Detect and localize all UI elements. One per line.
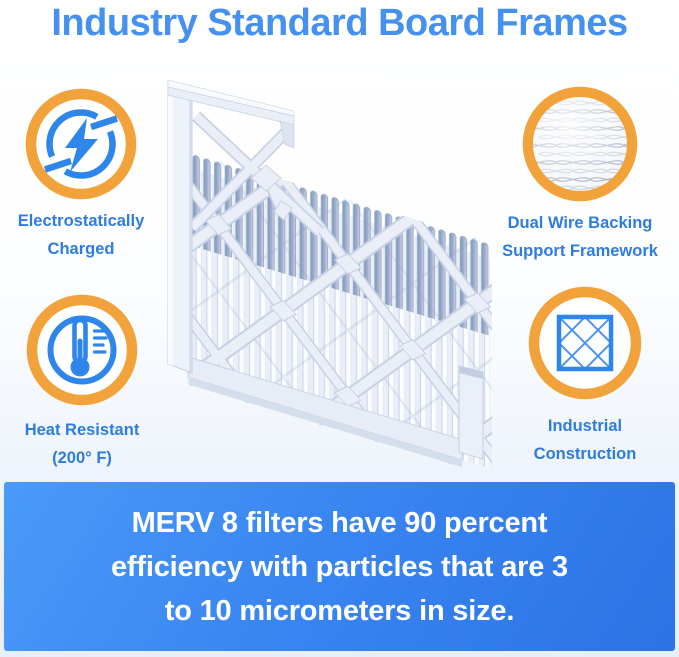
diamond-lattice-icon [528,286,642,400]
feature-label-line1: Dual Wire Backing [507,214,653,232]
feature-label: Heat Resistant (200° F) [25,416,140,472]
feature-electrostatically-charged: Electrostatically Charged [6,88,156,263]
merv-info-banner: MERV 8 filters have 90 percent efficienc… [4,482,675,651]
feature-industrial-construction: Industrial Construction [508,286,662,468]
feature-label-line1: Heat Resistant [24,421,140,439]
thermometer-icon [26,294,138,406]
feature-label: Electrostatically Charged [18,207,145,263]
feature-label: Dual Wire Backing Support Framework [502,209,658,265]
feature-label: Industrial Construction [534,412,637,468]
lightning-circle-icon [25,88,137,200]
feature-label-line2: Construction [533,445,637,463]
filter-face [187,150,493,478]
merv-info-line3: to 10 micrometers in size. [164,594,515,627]
feature-label-line2: (200° F) [52,449,112,467]
wire-mesh-icon [522,86,638,202]
page-title: Industry Standard Board Frames [51,2,628,44]
feature-dual-wire-backing: Dual Wire Backing Support Framework [502,86,658,265]
feature-label-line2: Support Framework [502,242,658,260]
pleated-air-filter-illustration [167,79,493,478]
feature-label-line2: Charged [47,240,115,258]
merv-info-line2: efficiency with particles that are 3 [111,550,568,583]
feature-label-line1: Electrostatically [17,212,145,230]
merv-info-line1: MERV 8 filters have 90 percent [131,506,548,539]
feature-heat-resistant: Heat Resistant (200° F) [7,294,157,472]
merv-info-text: MERV 8 filters have 90 percent efficienc… [111,501,568,633]
feature-label-line1: Industrial [547,417,623,435]
